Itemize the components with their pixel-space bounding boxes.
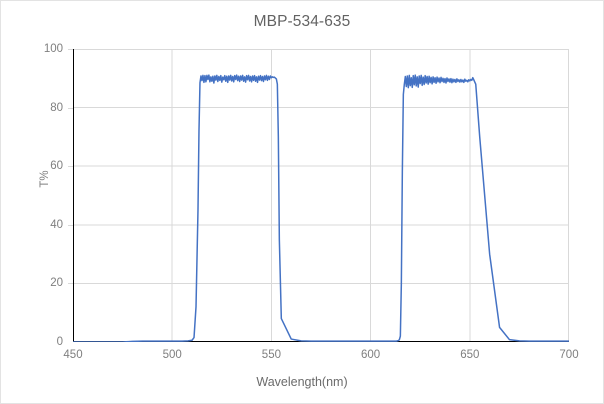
y-tickmark-60	[68, 166, 73, 168]
y-tick-label-20: 20	[50, 277, 63, 290]
y-tickmark-80	[68, 107, 73, 109]
x-tick-label-650: 650	[460, 349, 480, 361]
y-tick-label-40: 40	[50, 218, 63, 231]
chart-plot-svg	[73, 49, 569, 342]
y-tickmark-20	[68, 283, 73, 285]
x-axis-title: Wavelength(nm)	[256, 375, 348, 389]
y-tick-label-80: 80	[50, 101, 63, 114]
horizontal-gridlines	[73, 49, 569, 284]
x-tick-label-600: 600	[361, 349, 381, 361]
y-tickmark-100	[68, 49, 73, 50]
y-tick-label-60: 60	[50, 160, 63, 173]
y-tickmark-40	[68, 224, 73, 226]
y-tick-label-0: 0	[56, 336, 63, 348]
x-tick-label-500: 500	[162, 349, 182, 361]
plot-area	[73, 49, 569, 342]
chart-title: MBP-534-635	[253, 13, 351, 30]
transmission-curve	[73, 74, 569, 342]
axis-lines	[73, 49, 569, 342]
y-tick-label-100: 100	[43, 43, 63, 55]
vertical-gridlines	[171, 49, 569, 342]
x-tick-label-550: 550	[261, 349, 281, 361]
x-tick-label-700: 700	[559, 349, 579, 361]
x-tick-label-450: 450	[63, 349, 83, 361]
